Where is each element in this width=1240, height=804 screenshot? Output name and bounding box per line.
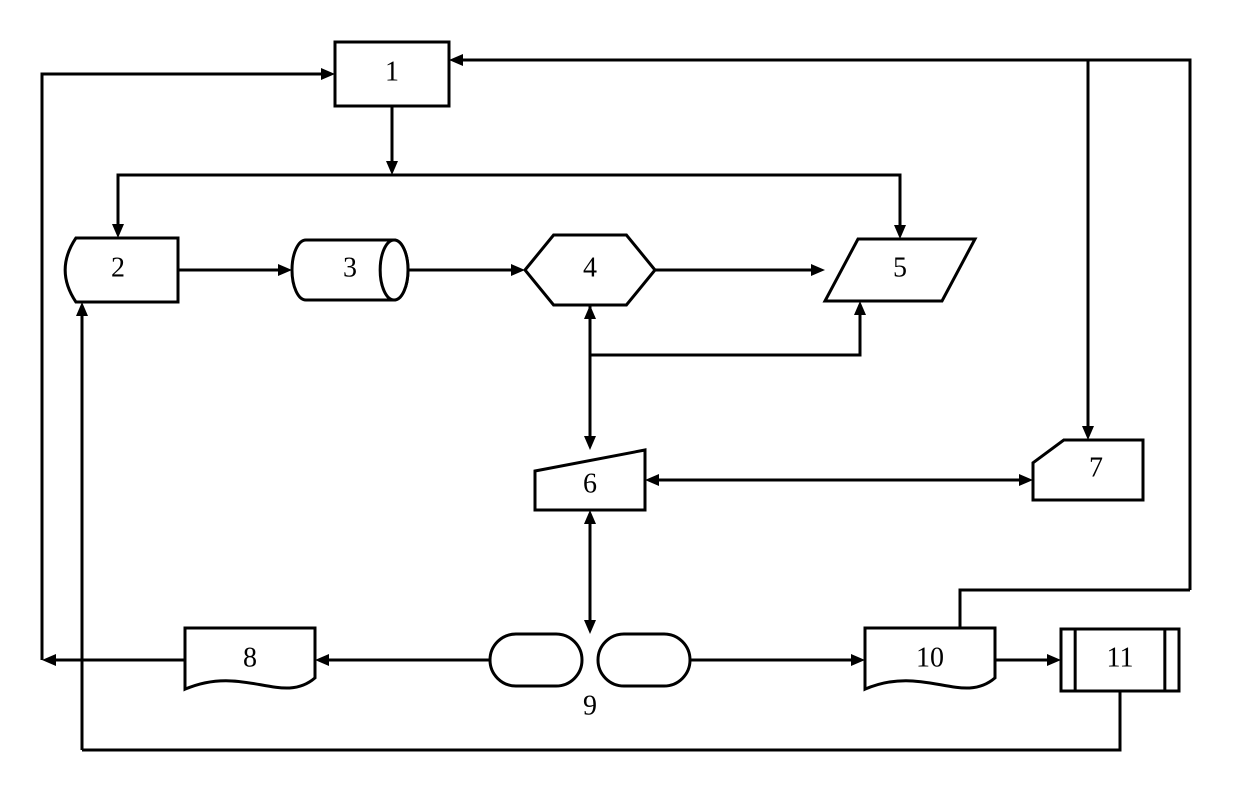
node-label: 9 (583, 690, 597, 721)
flowchart-canvas: 1 2 3 4 5 6 7 8 9 10 11 (0, 0, 1240, 804)
node-label: 7 (1089, 452, 1103, 483)
arrow-head (321, 68, 335, 80)
arrow-head (386, 161, 398, 175)
arrow-head (584, 620, 596, 634)
node-pill-right (598, 634, 690, 686)
edge-line (590, 305, 860, 355)
node-label: 10 (916, 642, 944, 673)
arrow-head (315, 654, 329, 666)
edge-line (82, 691, 1120, 750)
node-pill-left (490, 634, 582, 686)
node-label: 5 (893, 252, 907, 283)
arrow-head (278, 264, 292, 276)
arrow-head (112, 224, 124, 238)
arrow-head (645, 474, 659, 486)
arrow-head (1082, 426, 1094, 440)
arrow-head (511, 264, 525, 276)
arrow-head (584, 305, 596, 319)
edge-line (392, 175, 900, 231)
node-label: 11 (1107, 642, 1134, 673)
arrow-head (42, 654, 56, 666)
node-label: 3 (343, 252, 357, 283)
arrow-head (851, 654, 865, 666)
arrow-head (449, 54, 463, 66)
arrow-head (894, 225, 906, 239)
arrow-head (76, 302, 88, 316)
arrow-head (584, 510, 596, 524)
arrow-head (1047, 654, 1061, 666)
arrow-head (584, 436, 596, 450)
arrow-head (1019, 474, 1033, 486)
node-label: 1 (385, 56, 399, 87)
node-label: 8 (243, 642, 257, 673)
node-label: 2 (111, 252, 125, 283)
edge-line (118, 175, 392, 230)
edge-line (960, 590, 1190, 628)
edge-line (42, 74, 327, 660)
node-label: 4 (583, 252, 597, 283)
node-offpage (1033, 440, 1143, 500)
arrow-head (854, 301, 866, 315)
arrow-head (811, 264, 825, 276)
node-label: 6 (583, 468, 597, 499)
node-cylinder-cap (380, 240, 408, 300)
